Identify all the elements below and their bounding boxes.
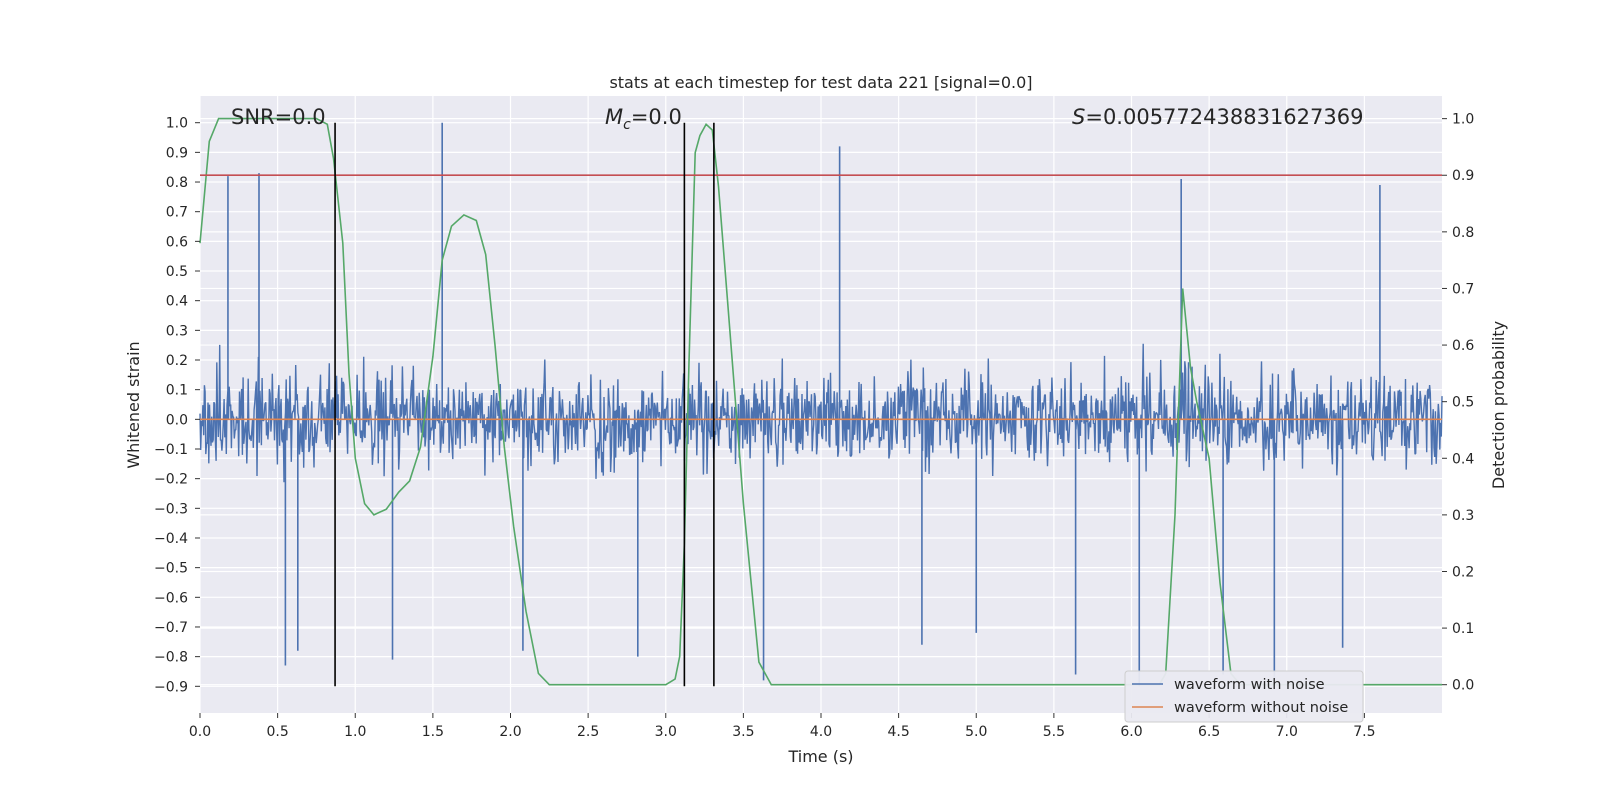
left-tick-label: −0.4 <box>154 531 188 547</box>
right-tick-label: 0.7 <box>1452 281 1474 297</box>
legend-label-clean: waveform without noise <box>1174 700 1348 716</box>
left-axis-ticks: 1.0 0.9 0.8 0.7 0.6 0.5 0.4 0.3 0.2 0.1 0.0 −0.1 −0.… <box>154 116 200 695</box>
x-tick-label: 0.5 <box>266 724 288 740</box>
x-tick-label: 2.5 <box>577 724 599 740</box>
chirp-mass-annotation: Mc=0.0 <box>605 105 682 133</box>
x-tick-label: 4.0 <box>810 724 832 740</box>
left-tick-label: 0.0 <box>166 412 188 428</box>
x-tick-label: 5.0 <box>965 724 987 740</box>
x-axis-label: Time (s) <box>787 747 853 766</box>
left-tick-label: 0.8 <box>166 175 188 191</box>
right-tick-label: 1.0 <box>1452 112 1474 128</box>
x-tick-label: 2.0 <box>499 724 521 740</box>
left-tick-label: −0.1 <box>154 442 188 458</box>
right-tick-label: 0.8 <box>1452 225 1474 241</box>
left-tick-label: 0.2 <box>166 353 188 369</box>
legend: waveform with noise waveform without noi… <box>1124 670 1364 723</box>
left-axis-label: Whitened strain <box>124 341 143 468</box>
left-tick-label: 0.3 <box>166 323 188 339</box>
left-tick-label: −0.9 <box>154 679 188 695</box>
x-tick-label: 5.5 <box>1043 724 1065 740</box>
s-annotation: S=0.005772438831627369 <box>1072 105 1363 129</box>
right-axis-label: Detection probability <box>1489 321 1508 489</box>
right-tick-label: 0.2 <box>1452 564 1474 580</box>
chirp-mass-value: =0.0 <box>631 105 682 129</box>
noise-trace <box>199 343 1443 483</box>
right-tick-label: 0.5 <box>1452 395 1474 411</box>
left-tick-label: 0.9 <box>166 145 188 161</box>
noise-waveform <box>199 122 1443 687</box>
x-tick-label: 1.5 <box>422 724 444 740</box>
left-tick-label: 0.4 <box>166 294 188 310</box>
left-tick-label: 1.0 <box>166 116 188 132</box>
left-tick-label: −0.8 <box>154 650 188 666</box>
chirp-mass-subscript: c <box>623 117 631 133</box>
x-tick-label: 1.0 <box>344 724 366 740</box>
left-tick-label: 0.6 <box>166 234 188 250</box>
x-tick-label: 7.5 <box>1353 724 1375 740</box>
left-tick-label: −0.6 <box>154 590 188 606</box>
right-axis-ticks: 1.0 0.9 0.8 0.7 0.6 0.5 0.4 0.3 0.2 0.1 0.0 <box>1442 112 1474 694</box>
detection-probability-line <box>199 117 1442 686</box>
legend-box <box>1124 670 1364 723</box>
chirp-mass-symbol: M <box>605 105 623 129</box>
left-tick-label: −0.7 <box>154 620 188 636</box>
snr-annotation: SNR=0.0 <box>231 105 326 129</box>
legend-label-noise: waveform with noise <box>1174 677 1325 693</box>
x-tick-label: 3.5 <box>732 724 754 740</box>
right-tick-label: 0.1 <box>1452 621 1474 637</box>
s-symbol: S <box>1072 105 1085 129</box>
right-tick-label: 0.6 <box>1452 338 1474 354</box>
left-tick-label: −0.5 <box>154 561 188 577</box>
right-tick-label: 0.3 <box>1452 508 1474 524</box>
x-tick-label: 7.0 <box>1276 724 1298 740</box>
x-tick-label: 6.0 <box>1120 724 1142 740</box>
x-tick-label: 6.5 <box>1198 724 1220 740</box>
x-tick-label: 3.0 <box>655 724 677 740</box>
x-tick-label: 0.0 <box>189 724 211 740</box>
left-tick-label: 0.1 <box>166 383 188 399</box>
x-axis-ticks: 0.0 0.5 1.0 1.5 2.0 2.5 3.0 3.5 4.0 4.5 5.0 5.5 6.0 6… <box>189 713 1376 740</box>
left-tick-label: 0.7 <box>166 205 188 221</box>
chart-title: stats at each timestep for test data 221… <box>609 73 1032 92</box>
left-tick-label: −0.3 <box>154 501 188 517</box>
left-tick-label: −0.2 <box>154 472 188 488</box>
right-tick-label: 0.9 <box>1452 168 1474 184</box>
right-tick-label: 0.0 <box>1452 678 1474 694</box>
left-tick-label: 0.5 <box>166 264 188 280</box>
s-value: =0.005772438831627369 <box>1085 105 1363 129</box>
series-lines <box>199 117 1442 687</box>
x-tick-label: 4.5 <box>887 724 909 740</box>
right-tick-label: 0.4 <box>1452 451 1474 467</box>
